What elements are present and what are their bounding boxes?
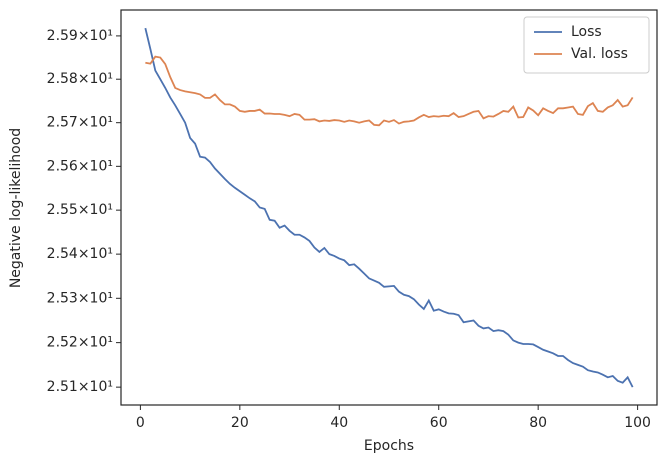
x-tick-label: 20 [231, 415, 249, 431]
y-axis-label: Negative log-likelihood [8, 128, 24, 288]
x-tick-label: 60 [430, 415, 448, 431]
x-axis-label: Epochs [364, 438, 414, 454]
plot-frame [120, 9, 658, 406]
y-tick-label: 2.57×10¹ [47, 115, 113, 131]
y-tick-label: 2.53×10¹ [47, 290, 113, 306]
series-line [144, 27, 634, 388]
y-tick-label: 2.55×10¹ [47, 202, 113, 218]
y-tick-label: 2.54×10¹ [47, 246, 113, 262]
legend-box [523, 16, 650, 74]
series-line [145, 55, 634, 127]
y-tick-label: 2.51×10¹ [47, 379, 113, 395]
y-tick-label: 2.52×10¹ [47, 335, 113, 351]
x-tick-label: 80 [529, 415, 547, 431]
legend-label: Loss [571, 24, 602, 40]
y-tick-label: 2.59×10¹ [47, 28, 113, 44]
legend-label: Val. loss [571, 46, 628, 62]
x-tick-label: 40 [330, 415, 348, 431]
x-tick-label: 100 [624, 415, 651, 431]
x-tick-label: 0 [136, 415, 145, 431]
y-tick-label: 2.56×10¹ [47, 158, 113, 174]
y-tick-label: 2.58×10¹ [47, 71, 113, 87]
